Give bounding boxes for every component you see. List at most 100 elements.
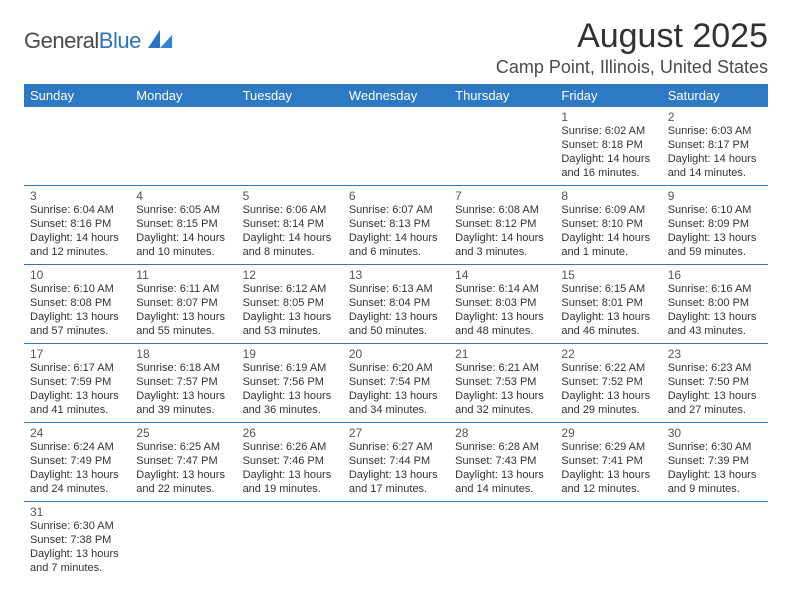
sunset-line: Sunset: 8:15 PM	[136, 218, 230, 232]
day-number: 10	[30, 268, 124, 282]
daylight-line: Daylight: 14 hours and 14 minutes.	[668, 153, 762, 181]
sunrise-line: Sunrise: 6:23 AM	[668, 362, 762, 376]
day-number: 1	[561, 110, 655, 124]
sunrise-line: Sunrise: 6:05 AM	[136, 204, 230, 218]
month-title: August 2025	[496, 18, 768, 55]
day-number: 7	[455, 189, 549, 203]
calendar-cell: 20Sunrise: 6:20 AMSunset: 7:54 PMDayligh…	[343, 344, 449, 423]
sunrise-line: Sunrise: 6:09 AM	[561, 204, 655, 218]
day-header: Thursday	[449, 84, 555, 107]
calendar-cell: 18Sunrise: 6:18 AMSunset: 7:57 PMDayligh…	[130, 344, 236, 423]
logo-text-b: Blue	[99, 28, 141, 54]
sunset-line: Sunset: 7:59 PM	[30, 376, 124, 390]
day-number: 27	[349, 426, 443, 440]
sunrise-line: Sunrise: 6:15 AM	[561, 283, 655, 297]
calendar-cell: 4Sunrise: 6:05 AMSunset: 8:15 PMDaylight…	[130, 186, 236, 265]
calendar-cell: 29Sunrise: 6:29 AMSunset: 7:41 PMDayligh…	[555, 423, 661, 502]
sunrise-line: Sunrise: 6:11 AM	[136, 283, 230, 297]
sunrise-line: Sunrise: 6:29 AM	[561, 441, 655, 455]
sunrise-line: Sunrise: 6:12 AM	[243, 283, 337, 297]
logo-text-a: General	[24, 28, 99, 54]
daylight-line: Daylight: 13 hours and 12 minutes.	[561, 469, 655, 497]
calendar-cell: 6Sunrise: 6:07 AMSunset: 8:13 PMDaylight…	[343, 186, 449, 265]
calendar-cell: 11Sunrise: 6:11 AMSunset: 8:07 PMDayligh…	[130, 265, 236, 344]
daylight-line: Daylight: 13 hours and 32 minutes.	[455, 390, 549, 418]
sunset-line: Sunset: 8:12 PM	[455, 218, 549, 232]
day-number: 21	[455, 347, 549, 361]
calendar-cell	[237, 107, 343, 186]
day-header: Friday	[555, 84, 661, 107]
calendar-cell	[343, 107, 449, 186]
sunset-line: Sunset: 7:54 PM	[349, 376, 443, 390]
sunrise-line: Sunrise: 6:20 AM	[349, 362, 443, 376]
daylight-line: Daylight: 13 hours and 17 minutes.	[349, 469, 443, 497]
day-header: Sunday	[24, 84, 130, 107]
calendar-cell	[130, 502, 236, 581]
day-number: 19	[243, 347, 337, 361]
daylight-line: Daylight: 13 hours and 41 minutes.	[30, 390, 124, 418]
logo-mark-icon	[148, 28, 176, 54]
day-number: 31	[30, 505, 124, 519]
daylight-line: Daylight: 14 hours and 6 minutes.	[349, 232, 443, 260]
day-number: 28	[455, 426, 549, 440]
calendar-cell: 21Sunrise: 6:21 AMSunset: 7:53 PMDayligh…	[449, 344, 555, 423]
day-number: 25	[136, 426, 230, 440]
calendar-cell: 16Sunrise: 6:16 AMSunset: 8:00 PMDayligh…	[662, 265, 768, 344]
day-header: Wednesday	[343, 84, 449, 107]
day-number: 16	[668, 268, 762, 282]
day-number: 12	[243, 268, 337, 282]
sunset-line: Sunset: 7:47 PM	[136, 455, 230, 469]
sunset-line: Sunset: 7:52 PM	[561, 376, 655, 390]
calendar-cell: 1Sunrise: 6:02 AMSunset: 8:18 PMDaylight…	[555, 107, 661, 186]
calendar-cell	[343, 502, 449, 581]
calendar-cell: 27Sunrise: 6:27 AMSunset: 7:44 PMDayligh…	[343, 423, 449, 502]
day-header: Monday	[130, 84, 236, 107]
calendar-cell: 12Sunrise: 6:12 AMSunset: 8:05 PMDayligh…	[237, 265, 343, 344]
calendar-head: SundayMondayTuesdayWednesdayThursdayFrid…	[24, 84, 768, 107]
calendar-cell	[237, 502, 343, 581]
sunrise-line: Sunrise: 6:24 AM	[30, 441, 124, 455]
daylight-line: Daylight: 14 hours and 12 minutes.	[30, 232, 124, 260]
sunset-line: Sunset: 7:38 PM	[30, 534, 124, 548]
sunrise-line: Sunrise: 6:27 AM	[349, 441, 443, 455]
sunrise-line: Sunrise: 6:10 AM	[668, 204, 762, 218]
calendar-cell: 31Sunrise: 6:30 AMSunset: 7:38 PMDayligh…	[24, 502, 130, 581]
daylight-line: Daylight: 14 hours and 3 minutes.	[455, 232, 549, 260]
sunrise-line: Sunrise: 6:17 AM	[30, 362, 124, 376]
sunrise-line: Sunrise: 6:30 AM	[668, 441, 762, 455]
day-number: 11	[136, 268, 230, 282]
daylight-line: Daylight: 13 hours and 36 minutes.	[243, 390, 337, 418]
sunrise-line: Sunrise: 6:10 AM	[30, 283, 124, 297]
daylight-line: Daylight: 13 hours and 24 minutes.	[30, 469, 124, 497]
daylight-line: Daylight: 14 hours and 8 minutes.	[243, 232, 337, 260]
calendar-cell: 9Sunrise: 6:10 AMSunset: 8:09 PMDaylight…	[662, 186, 768, 265]
sunset-line: Sunset: 7:49 PM	[30, 455, 124, 469]
sunrise-line: Sunrise: 6:26 AM	[243, 441, 337, 455]
sunrise-line: Sunrise: 6:08 AM	[455, 204, 549, 218]
day-number: 30	[668, 426, 762, 440]
calendar-cell	[449, 502, 555, 581]
calendar-cell	[130, 107, 236, 186]
calendar-cell: 3Sunrise: 6:04 AMSunset: 8:16 PMDaylight…	[24, 186, 130, 265]
calendar-cell: 17Sunrise: 6:17 AMSunset: 7:59 PMDayligh…	[24, 344, 130, 423]
day-number: 5	[243, 189, 337, 203]
calendar-cell: 22Sunrise: 6:22 AMSunset: 7:52 PMDayligh…	[555, 344, 661, 423]
day-number: 14	[455, 268, 549, 282]
day-header: Tuesday	[237, 84, 343, 107]
daylight-line: Daylight: 13 hours and 48 minutes.	[455, 311, 549, 339]
sunset-line: Sunset: 8:04 PM	[349, 297, 443, 311]
day-number: 18	[136, 347, 230, 361]
daylight-line: Daylight: 13 hours and 22 minutes.	[136, 469, 230, 497]
day-number: 20	[349, 347, 443, 361]
day-number: 22	[561, 347, 655, 361]
sunrise-line: Sunrise: 6:14 AM	[455, 283, 549, 297]
calendar-cell	[555, 502, 661, 581]
sunset-line: Sunset: 7:46 PM	[243, 455, 337, 469]
daylight-line: Daylight: 13 hours and 55 minutes.	[136, 311, 230, 339]
day-number: 29	[561, 426, 655, 440]
day-number: 6	[349, 189, 443, 203]
daylight-line: Daylight: 13 hours and 29 minutes.	[561, 390, 655, 418]
calendar-body: 1Sunrise: 6:02 AMSunset: 8:18 PMDaylight…	[24, 107, 768, 580]
day-number: 15	[561, 268, 655, 282]
calendar-cell: 7Sunrise: 6:08 AMSunset: 8:12 PMDaylight…	[449, 186, 555, 265]
